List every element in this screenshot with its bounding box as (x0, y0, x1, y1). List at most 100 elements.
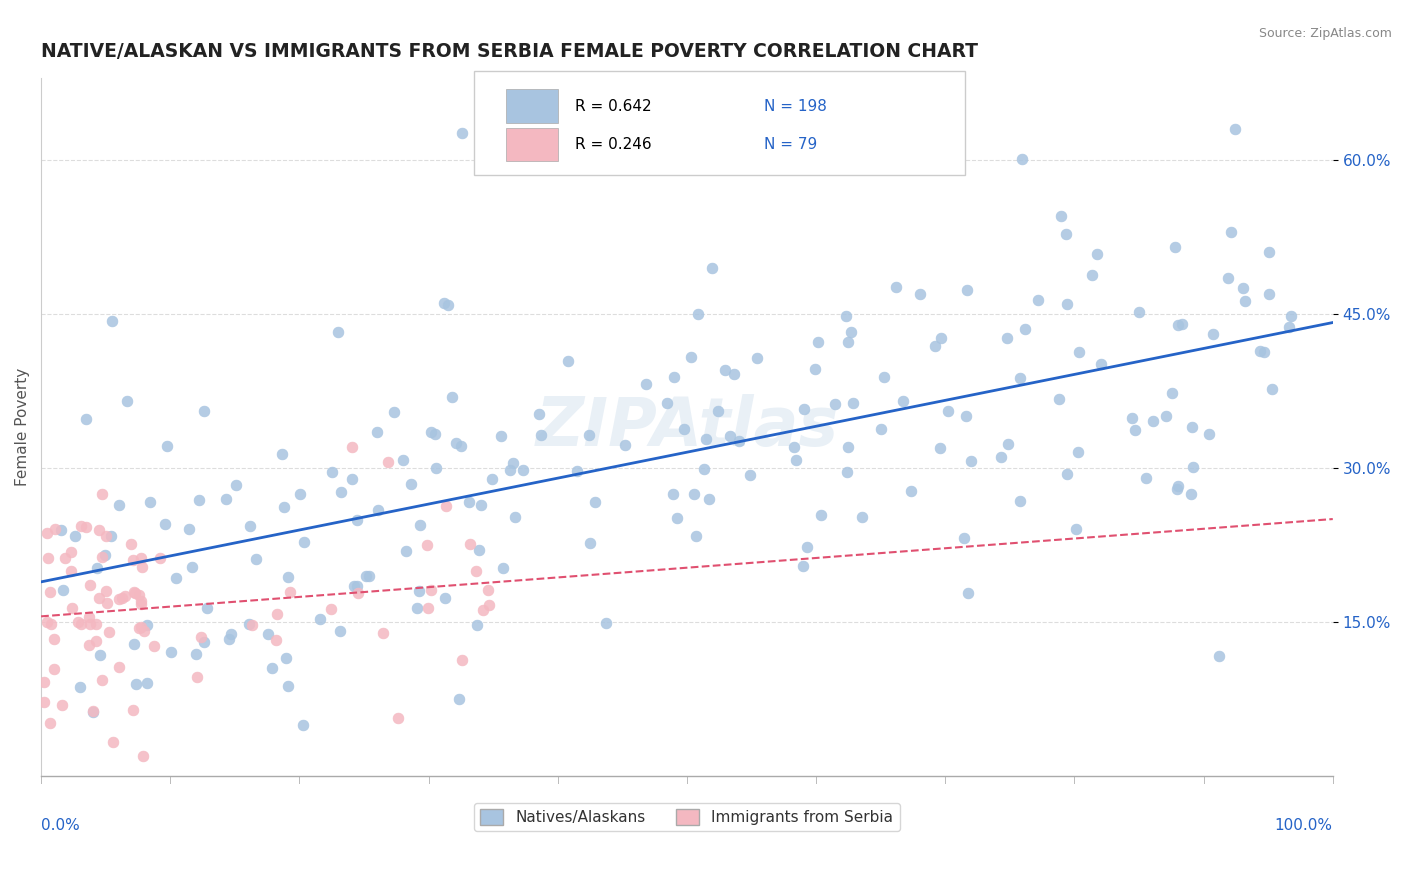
Point (672, 422, 695, 436)
Point (69, 616, 91, 631)
Point (79, 578, 101, 592)
Point (714, 363, 737, 377)
Point (122, 553, 145, 567)
Point (273, 500, 295, 515)
Point (747, 351, 769, 366)
Point (292, 718, 315, 732)
Point (997, 437, 1019, 451)
Point (186, 670, 208, 684)
Point (824, 397, 846, 411)
Point (1232, 281, 1254, 295)
Point (136, 617, 159, 632)
Point (1161, 386, 1184, 401)
Point (664, 370, 686, 384)
Point (451, 653, 474, 667)
Point (89, 648, 111, 663)
Point (292, 534, 315, 549)
Point (408, 583, 430, 598)
Point (796, 541, 818, 555)
Y-axis label: Female Poverty: Female Poverty (15, 368, 30, 486)
Point (1166, 482, 1188, 496)
Point (382, 405, 405, 419)
Point (437, 297, 460, 311)
Point (82, 704, 104, 718)
Point (1208, 648, 1230, 663)
Point (793, 402, 815, 417)
Point (1142, 414, 1164, 428)
Point (657, 396, 679, 410)
Point (1121, 410, 1143, 425)
Point (97, 625, 120, 640)
Point (129, 594, 152, 608)
Point (100, 528, 122, 542)
Point (186, 647, 208, 661)
Point (343, 579, 366, 593)
Bar (506, 128, 558, 161)
Point (387, 711, 409, 725)
Point (111, 591, 134, 605)
Point (1014, 321, 1036, 335)
Point (444, 436, 467, 450)
Point (1085, 247, 1108, 261)
Point (84, 616, 107, 631)
Point (900, 483, 922, 498)
Text: N = 198: N = 198 (765, 99, 827, 114)
Point (870, 422, 893, 436)
Point (107, 592, 129, 607)
Point (468, 543, 491, 558)
Point (478, 598, 501, 612)
Point (1253, 345, 1275, 359)
Point (1225, 122, 1247, 136)
Point (1067, 344, 1090, 359)
Point (409, 517, 432, 532)
Point (728, 434, 751, 448)
Point (139, 494, 162, 508)
Point (936, 404, 959, 418)
Point (837, 440, 859, 454)
Point (321, 465, 343, 479)
Point (530, 427, 553, 442)
Point (688, 307, 710, 321)
Bar (506, 89, 558, 123)
Point (75, 412, 97, 426)
Point (583, 495, 606, 509)
Point (115, 393, 138, 408)
Point (225, 478, 247, 492)
Point (77, 610, 100, 624)
Text: N = 79: N = 79 (765, 137, 818, 153)
Point (492, 561, 515, 575)
Point (153, 516, 176, 531)
Point (1064, 522, 1087, 536)
Point (278, 585, 301, 599)
Text: R = 0.246: R = 0.246 (575, 137, 651, 153)
Point (277, 570, 299, 584)
Text: 0.0%: 0.0% (41, 818, 80, 833)
Point (124, 586, 146, 600)
Text: ZIPAtlas: ZIPAtlas (536, 394, 838, 460)
Point (477, 582, 499, 597)
Point (683, 487, 706, 501)
Point (1249, 344, 1271, 359)
Point (1167, 318, 1189, 333)
Point (32, 696, 55, 710)
Point (373, 625, 395, 640)
Point (86, 561, 108, 575)
Point (418, 600, 440, 615)
Point (108, 659, 131, 673)
Point (399, 477, 422, 491)
Point (1067, 444, 1090, 458)
Point (131, 551, 153, 566)
Point (804, 361, 827, 376)
Point (792, 559, 814, 574)
Point (49, 523, 72, 537)
Point (1008, 494, 1031, 508)
Point (1234, 293, 1257, 308)
Point (75, 520, 97, 534)
Point (706, 404, 728, 418)
FancyBboxPatch shape (474, 70, 965, 176)
Point (53, 551, 76, 566)
Point (321, 602, 343, 616)
Point (1128, 304, 1150, 318)
Point (193, 403, 215, 417)
Point (1056, 467, 1078, 481)
